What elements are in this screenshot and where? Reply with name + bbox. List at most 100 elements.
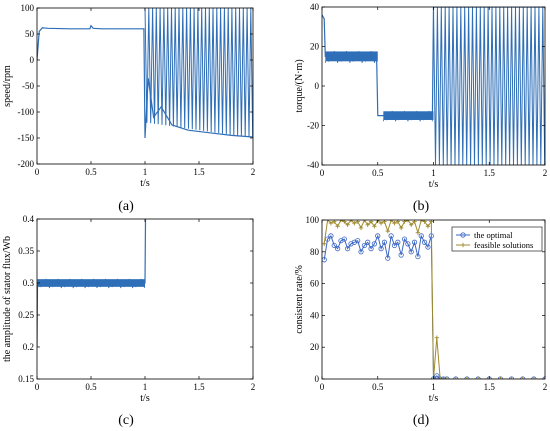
y-tick-label: -50: [22, 81, 34, 91]
data-point: [328, 220, 334, 226]
series-line: [37, 24, 253, 139]
data-point: [419, 220, 424, 223]
data-point: [408, 249, 414, 255]
plot-area: [37, 219, 147, 348]
x-tick-label: 2: [543, 382, 548, 392]
x-axis-label: t/s: [140, 393, 150, 404]
data-point: [322, 241, 327, 247]
data-point: [401, 236, 408, 242]
series-oscillation: [433, 7, 545, 165]
x-tick-label: 0.5: [85, 167, 97, 177]
data-point: [378, 246, 384, 252]
data-point: [453, 376, 458, 379]
y-tick-label: -40: [307, 160, 319, 170]
data-point: [425, 244, 431, 250]
y-tick-label: 40: [310, 2, 320, 12]
x-tick-label: 0: [320, 168, 325, 178]
data-point: [498, 376, 503, 379]
data-point: [509, 376, 514, 379]
data-point: [411, 239, 418, 245]
data-point: [444, 376, 450, 379]
data-point: [331, 242, 337, 249]
y-tick-label: 0.15: [18, 374, 34, 384]
y-axis-label: speed/rpm: [2, 65, 13, 107]
data-layer: [322, 7, 545, 165]
y-tick-label: 40: [310, 310, 320, 320]
y-tick-label: -150: [18, 133, 35, 143]
data-point: [375, 233, 381, 239]
y-tick-label: 0.35: [18, 246, 34, 256]
series-band-noise: [324, 51, 377, 63]
x-axis-label: t/s: [429, 393, 439, 404]
data-point: [464, 376, 470, 379]
legend-label: feasible solutions: [474, 240, 533, 250]
data-point: [391, 242, 398, 249]
panel-label: (d): [413, 413, 430, 428]
series-line: [322, 7, 545, 117]
data-point: [434, 373, 440, 379]
data-point: [358, 249, 364, 255]
data-point: [378, 220, 384, 226]
panel-label: (b): [413, 199, 430, 214]
data-point: [421, 239, 428, 245]
y-tick-label: 50: [25, 29, 35, 39]
y-tick-label: 20: [310, 342, 320, 352]
data-point: [371, 241, 378, 247]
y-tick-label: 100: [21, 3, 35, 13]
y-tick-label: 0: [315, 81, 320, 91]
x-tick-label: 1: [143, 167, 148, 177]
y-tick-label: 0.4: [23, 214, 35, 224]
panel-label: (a): [118, 199, 134, 214]
data-point: [415, 253, 421, 260]
data-point: [441, 376, 446, 379]
data-point: [475, 376, 481, 379]
y-tick-label: 0: [315, 374, 320, 384]
x-tick-label: 1.5: [193, 167, 205, 177]
data-point: [405, 220, 411, 223]
data-point: [361, 242, 367, 249]
y-tick-label: 60: [310, 279, 320, 289]
x-tick-label: 1: [143, 382, 148, 392]
x-tick-label: 1.5: [484, 168, 496, 178]
data-point: [345, 222, 350, 227]
data-point: [388, 220, 394, 223]
y-tick-label: 20: [310, 42, 320, 52]
y-tick-label: 0.2: [23, 342, 34, 352]
data-point: [368, 246, 374, 252]
data-layer: [37, 8, 253, 139]
y-axis-label: the amplitude of stator flux/Wb: [2, 236, 13, 362]
x-axis-label: t/s: [140, 178, 150, 189]
data-point: [392, 220, 397, 226]
data-point: [409, 222, 414, 227]
data-point: [531, 376, 537, 379]
data-point: [335, 224, 340, 229]
x-tick-label: 2: [251, 382, 256, 392]
x-tick-label: 2: [543, 168, 548, 178]
x-tick-label: 0: [320, 382, 325, 392]
data-point: [405, 241, 411, 247]
data-point: [372, 224, 377, 229]
y-axis-label: consistent rate/%: [294, 265, 305, 334]
data-point: [352, 220, 357, 226]
data-layer: [37, 219, 147, 348]
data-point: [398, 252, 404, 258]
data-point: [358, 225, 364, 231]
series-oscillation: [144, 8, 253, 139]
x-tick-label: 1.5: [193, 382, 205, 392]
y-tick-label: 0.3: [23, 278, 35, 288]
data-point: [388, 233, 394, 239]
data-point: [362, 220, 367, 223]
data-point: [338, 220, 344, 223]
chart-panel-3: 0 0.5 1 1.5 2 0.15 0.2 0.25 0.3 0.35 0.4 t/s the amp…: [2, 214, 255, 428]
y-tick-label: -200: [18, 159, 35, 169]
x-tick-label: 1: [431, 382, 436, 392]
x-tick-label: 0: [35, 382, 40, 392]
data-point: [341, 236, 347, 242]
x-tick-label: 2: [251, 167, 256, 177]
data-point: [415, 230, 421, 235]
data-point: [325, 220, 330, 223]
series-line: [323, 234, 545, 379]
